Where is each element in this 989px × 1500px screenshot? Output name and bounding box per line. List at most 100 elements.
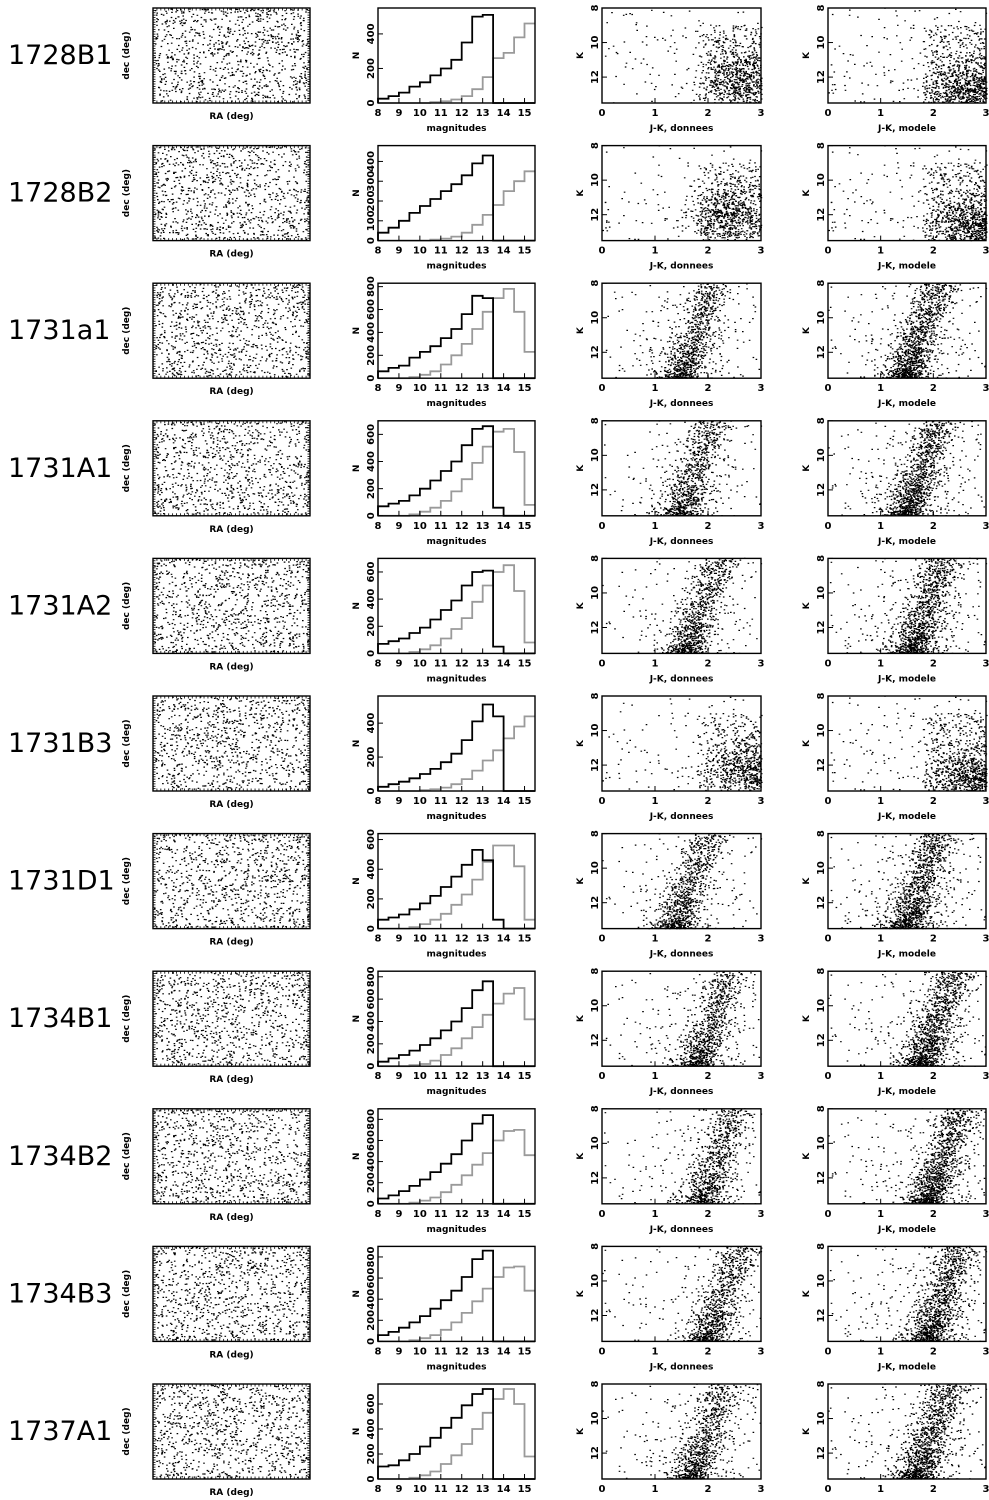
histogram-x-label: magnitudes (427, 124, 487, 134)
cmd-y-tick-label: 12 (590, 208, 601, 222)
cmd-x-label: J-K, donnees (649, 1087, 714, 1097)
cmd-y-label: K (802, 601, 812, 609)
histogram-x-tick-label: 10 (413, 1484, 427, 1495)
cmd-x-tick-label: 3 (983, 246, 989, 257)
cmd-frame (601, 7, 762, 104)
histogram-x-tick-label: 13 (476, 1209, 490, 1220)
cmd-star-points (602, 145, 763, 241)
cmd-y-tick-label: 8 (816, 417, 827, 424)
cmd-x-tick-label: 1 (877, 521, 884, 532)
histogram-y-tick-label: 400 (366, 859, 377, 880)
cmd-x-tick-label: 1 (652, 383, 659, 394)
cmd-frame (827, 970, 987, 1067)
sky-map-panel: RA (deg) dec (deg) (122, 1245, 311, 1360)
cmd-frame (601, 557, 762, 655)
cmd-y-tick-label: 10 (590, 173, 601, 187)
star-positions (154, 8, 311, 103)
histogram-x-tick-label: 11 (434, 1484, 448, 1495)
cmd-star-points (828, 970, 988, 1067)
histogram-x-tick-label: 14 (497, 1346, 511, 1357)
histogram-x-tick-label: 12 (455, 658, 469, 669)
histogram-x-tick-label: 15 (518, 934, 532, 945)
cmd-frame (601, 832, 762, 930)
histogram-y-tick-label: 800 (366, 276, 377, 297)
cmd-x-label: J-K, donnees (649, 950, 714, 960)
cmd-x-tick-label: 1 (877, 796, 884, 807)
cmd-y-tick-label: 8 (590, 1105, 601, 1112)
cmd-frame (827, 695, 987, 792)
field-label: 1731a1 (8, 315, 110, 346)
histogram-x-tick-label: 15 (518, 1484, 532, 1495)
histogram-y-tick-label: 200 (366, 191, 377, 212)
histogram-x-tick-label: 11 (434, 1346, 448, 1357)
cmd-star-points (602, 557, 763, 654)
cmd-y-tick-label: 12 (590, 758, 601, 772)
histogram-x-tick-label: 9 (395, 383, 402, 394)
histogram-x-tick-label: 15 (518, 383, 532, 394)
cmd-y-tick-label: 10 (816, 173, 827, 187)
cmd-y-label: K (576, 189, 586, 197)
histogram-y-tick-label: 200 (366, 1033, 377, 1054)
histogram-y-tick-label: 0 (366, 1338, 377, 1345)
cmd-frame (827, 144, 987, 242)
cmd-y-tick-label: 12 (590, 1309, 601, 1323)
cmd-y-tick-label: 8 (816, 830, 827, 837)
histogram-y-tick-label: 0 (366, 99, 377, 106)
cmd-y-tick-label: 10 (816, 861, 827, 875)
cmd-y-tick-label: 12 (816, 1309, 827, 1323)
cmd-y-tick-label: 12 (590, 345, 601, 359)
cmd-y-label: K (576, 1289, 586, 1297)
sky-map-frame (152, 1383, 311, 1480)
sky-map-y-label: dec (deg) (122, 857, 132, 905)
sky-map-y-label: dec (deg) (122, 995, 132, 1043)
cmd-star-points (604, 1108, 763, 1205)
histogram-x-label: magnitudes (427, 262, 487, 272)
sky-map-x-label: RA (deg) (209, 662, 253, 672)
histogram-x-tick-label: 14 (497, 934, 511, 945)
cmd-x-tick-label: 0 (599, 658, 606, 669)
cmd-x-tick-label: 1 (877, 1346, 884, 1357)
cmd-x-label: J-K, modele (877, 399, 936, 409)
cmd-x-label: J-K, modele (877, 812, 936, 822)
histogram-x-tick-label: 14 (497, 1209, 511, 1220)
histogram-y-tick-label: 0 (366, 787, 377, 794)
sky-map-frame (152, 557, 311, 655)
model-histogram-series (378, 564, 535, 655)
model-histogram-series (378, 1129, 535, 1205)
cmd-y-tick-label: 12 (590, 483, 601, 497)
cmd-x-label: J-K, modele (877, 1225, 936, 1235)
histogram-frame (377, 144, 536, 242)
cmd-x-label: J-K, donnees (649, 399, 714, 409)
magnitude-histogram-panel: 8 9 10 11 12 13 14 15 0 200 400 600 magnitudes N (352, 557, 536, 684)
sky-map-x-label: RA (deg) (209, 112, 253, 122)
histogram-x-tick-label: 13 (476, 1071, 490, 1082)
histogram-y-tick-label: 200 (366, 1444, 377, 1465)
observed-histogram-series (377, 849, 535, 930)
cmd-x-tick-label: 3 (758, 934, 765, 945)
histogram-y-tick-label: 0 (366, 1475, 377, 1482)
sky-map-panel: RA (deg) dec (deg) (122, 1108, 311, 1223)
cmd-y-tick-label: 8 (816, 1380, 827, 1387)
histogram-x-tick-label: 15 (518, 796, 532, 807)
cmd-x-tick-label: 2 (705, 934, 712, 945)
cmd-frame (601, 1245, 762, 1343)
cmd-y-tick-label: 8 (816, 555, 827, 562)
cmd-y-tick-label: 12 (590, 1033, 601, 1047)
cmd-x-tick-label: 3 (983, 1209, 989, 1220)
cmd-x-tick-label: 2 (930, 658, 937, 669)
sky-map-x-label: RA (deg) (209, 1213, 253, 1223)
cmd-y-label: K (576, 877, 586, 885)
histogram-y-label: N (352, 1015, 362, 1023)
histogram-x-label: magnitudes (427, 399, 487, 409)
cmd-star-points (828, 1383, 988, 1480)
